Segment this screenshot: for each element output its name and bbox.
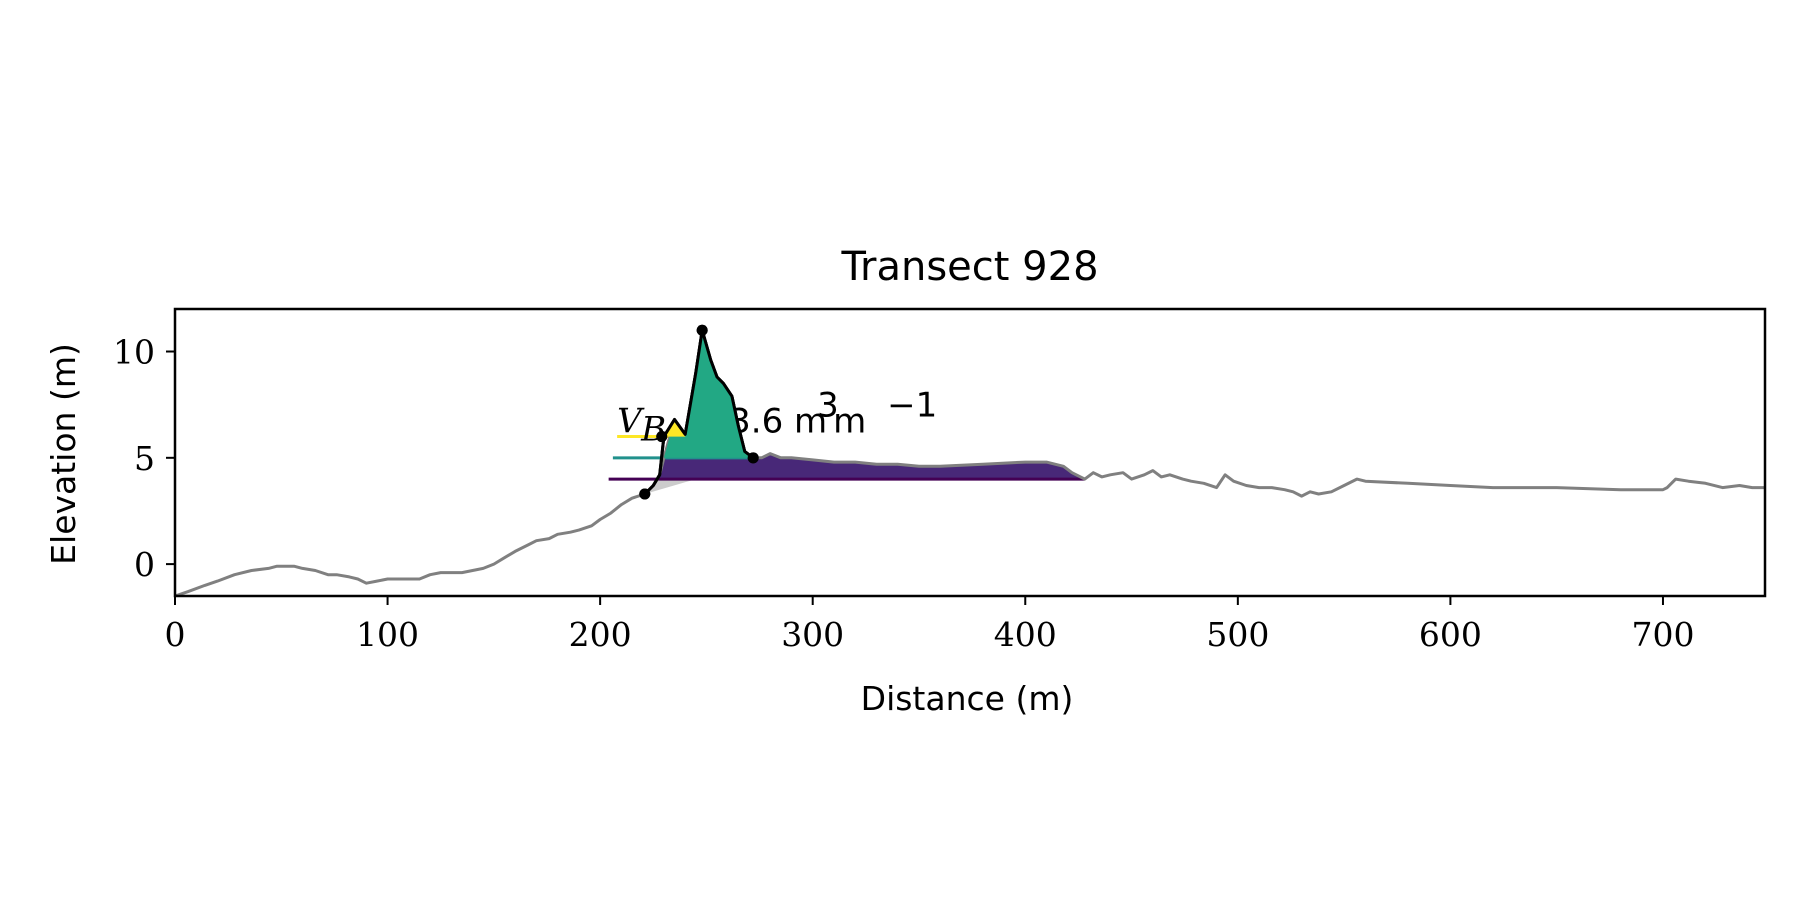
annotation-exponent-2: −1 [887,385,937,425]
x-axis-label: Distance (m) [861,679,1074,718]
purple-volume-area [655,330,1085,480]
annotation-value: 3.6 m [729,401,827,441]
key-point-overlay-4 [747,452,759,464]
profile-line [174,328,1765,598]
x-tick-label: 600 [1419,615,1482,654]
x-tick-label: 700 [1631,615,1694,654]
y-tick-label: 0 [134,545,155,584]
x-tick-label: 300 [781,615,844,654]
plot-area [174,324,1765,598]
y-tick-label: 10 [113,333,155,372]
annotation-symbol: V [617,401,645,441]
x-tick-label: 200 [569,615,632,654]
x-tick-label: 100 [356,615,419,654]
x-tick-label: 0 [165,615,186,654]
x-tick-label: 500 [1206,615,1269,654]
volume-annotation: V B 3.6 m3 m −1 [617,324,937,500]
key-point-overlay-2 [656,431,668,443]
key-point-overlay-3 [696,324,708,336]
plot-frame [173,307,1767,598]
chart-title: Transect 928 [840,244,1098,290]
annotation-exponent-1: 3 [817,385,839,425]
x-axis: 0 100 200 300 400 500 600 700 [165,596,1694,654]
green-volume-overlay [661,330,754,458]
y-tick-label: 5 [134,439,155,478]
key-point-overlay-1 [639,488,651,500]
annotation-unit: m [833,401,866,441]
y-axis-label: Elevation (m) [44,343,83,565]
base-wedge-area [644,479,696,494]
x-tick-label: 400 [994,615,1057,654]
y-axis: 0 5 10 [113,333,175,584]
